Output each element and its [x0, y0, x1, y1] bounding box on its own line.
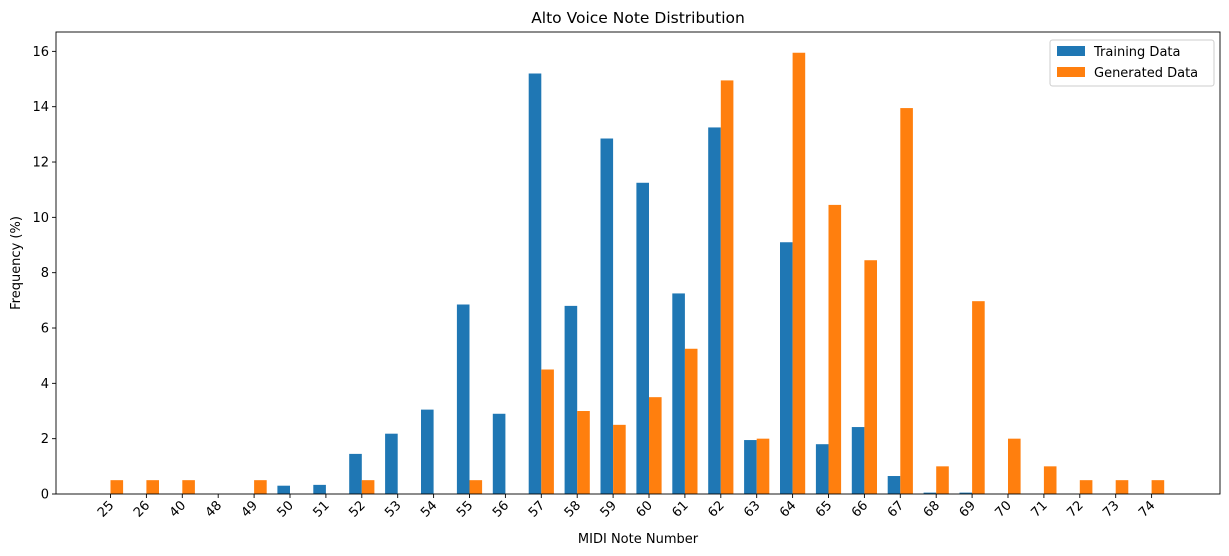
bar-training-50	[277, 485, 290, 494]
bar-generated-69	[972, 301, 985, 494]
x-axis-label: MIDI Note Number	[578, 532, 699, 547]
bar-generated-57	[541, 369, 554, 494]
bar-generated-60	[649, 397, 662, 494]
legend-box	[1049, 39, 1215, 87]
bar-generated-25	[110, 480, 124, 494]
bar-generated-65	[828, 204, 842, 494]
bar-training-67	[887, 476, 901, 494]
bar-training-66	[851, 427, 865, 494]
legend-label: Training Data	[1093, 45, 1180, 60]
legend: Training Data Generated Data	[1049, 39, 1215, 87]
bar-training-54	[421, 409, 434, 494]
bar-generated-63	[756, 438, 770, 494]
series-0	[277, 73, 973, 494]
bar-generated-55	[469, 480, 483, 494]
bar-generated-72	[1079, 480, 1093, 494]
bar-training-53	[385, 433, 398, 494]
bar-generated-49	[254, 480, 267, 494]
bar-generated-64	[792, 52, 806, 494]
bar-training-68	[923, 492, 937, 494]
bar-training-64	[780, 242, 793, 494]
y-tick-label: 12	[32, 156, 49, 171]
bar-generated-52	[361, 480, 375, 494]
y-tick-label: 2	[41, 432, 49, 447]
bar-training-55	[456, 304, 470, 494]
series-1	[110, 52, 1165, 494]
bar-training-65	[815, 444, 829, 494]
bar-generated-59	[613, 424, 626, 494]
bar-generated-73	[1115, 480, 1129, 494]
y-tick-label: 6	[41, 322, 49, 337]
y-tick-label: 8	[41, 266, 49, 281]
legend-label: Generated Data	[1094, 66, 1198, 81]
bar-training-62	[708, 127, 721, 494]
legend-swatch	[1057, 46, 1085, 56]
chart-title: Alto Voice Note Distribution	[531, 9, 745, 27]
bar-generated-66	[864, 260, 877, 494]
bar-generated-71	[1043, 466, 1057, 494]
bar-generated-74	[1151, 480, 1165, 494]
y-tick-label: 10	[32, 211, 49, 226]
bar-training-57	[528, 73, 542, 494]
bar-training-58	[564, 305, 578, 494]
bar-training-52	[349, 453, 362, 494]
y-axis-label: Frequency (%)	[9, 216, 24, 310]
bar-generated-67	[900, 108, 913, 494]
bar-generated-70	[1008, 438, 1021, 494]
y-tick-label: 14	[32, 100, 49, 115]
bar-training-69	[959, 492, 973, 494]
bar-generated-68	[936, 466, 949, 494]
y-tick-label: 4	[41, 377, 49, 392]
bar-generated-40	[182, 480, 195, 494]
y-tick-label: 0	[41, 488, 49, 503]
bar-generated-61	[684, 348, 698, 494]
plot-frame	[55, 31, 1221, 495]
bar-training-61	[672, 293, 685, 494]
y-tick-label: 16	[32, 45, 49, 60]
bar-generated-62	[720, 80, 734, 494]
bar-generated-26	[146, 480, 159, 494]
bar-training-56	[492, 413, 506, 494]
bar-training-59	[600, 138, 614, 494]
bar-training-60	[636, 182, 649, 494]
bar-generated-58	[577, 411, 590, 494]
bar-training-51	[313, 484, 326, 494]
legend-swatch	[1057, 67, 1085, 77]
bar-training-63	[744, 440, 757, 494]
